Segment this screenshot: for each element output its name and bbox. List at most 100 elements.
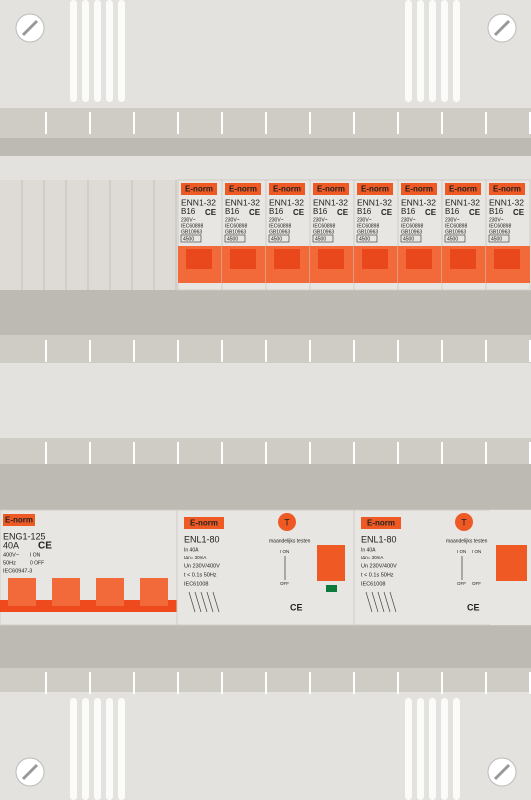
standard: IEC60898 xyxy=(181,223,203,229)
vent xyxy=(405,698,412,800)
ce-mark: CE xyxy=(467,602,480,612)
standard: GB10963 xyxy=(269,229,290,235)
isolator-pole[interactable] xyxy=(52,578,80,606)
mcb-handle[interactable] xyxy=(406,249,432,269)
vent xyxy=(417,698,424,800)
screw-slot xyxy=(21,763,39,781)
isolator-strip xyxy=(0,600,177,612)
vent xyxy=(106,0,113,102)
rail-notch xyxy=(221,672,223,694)
rail-notch xyxy=(441,112,443,134)
brand-text: E-norm xyxy=(405,185,433,194)
isolator-pole[interactable] xyxy=(8,578,36,606)
rating: B16 xyxy=(269,207,284,216)
wiring xyxy=(188,591,196,613)
rail-notch xyxy=(309,112,311,134)
partial-orange[interactable] xyxy=(496,545,527,581)
rail-notch xyxy=(265,112,267,134)
rail-notch xyxy=(133,340,135,362)
rail-notch xyxy=(529,340,531,362)
rcd-body xyxy=(176,509,355,626)
wiring xyxy=(194,591,202,613)
vent xyxy=(405,0,412,102)
vent xyxy=(429,0,436,102)
ce-mark: CE xyxy=(337,208,349,217)
brand-label xyxy=(181,183,217,195)
voltage: 230V~ xyxy=(313,217,328,223)
rail-notch xyxy=(529,672,531,694)
wiring xyxy=(371,591,379,613)
vent xyxy=(417,0,424,102)
rating: B16 xyxy=(357,207,372,216)
rail-notch xyxy=(177,340,179,362)
brand-label xyxy=(445,183,481,195)
standard: IEC61008 xyxy=(184,581,208,587)
vent xyxy=(453,0,460,102)
brand-text: E-norm xyxy=(185,185,213,194)
voltage: 230V~ xyxy=(445,217,460,223)
screw-slot xyxy=(493,19,511,37)
capacity: 4500 xyxy=(315,236,326,242)
standard: GB10963 xyxy=(357,229,378,235)
frequency: 50Hz xyxy=(3,560,16,566)
mcb-handle[interactable] xyxy=(318,249,344,269)
mcb-handle[interactable] xyxy=(274,249,300,269)
rail-notch xyxy=(45,442,47,464)
vent xyxy=(70,698,77,800)
rail-notch xyxy=(309,340,311,362)
rail-notch xyxy=(485,340,487,362)
capacity-box xyxy=(268,234,290,243)
capacity: 4500 xyxy=(227,236,238,242)
standard: IEC60898 xyxy=(445,223,467,229)
standard: IEC60898 xyxy=(401,223,423,229)
voltage: 230V~ xyxy=(181,217,196,223)
standard: GB10963 xyxy=(181,229,202,235)
rail-notch xyxy=(529,442,531,464)
vent xyxy=(82,0,89,102)
screw-slot xyxy=(493,763,511,781)
rail-notch xyxy=(45,112,47,134)
mcb-handle[interactable] xyxy=(186,249,212,269)
mcb-handle[interactable] xyxy=(362,249,388,269)
brand-text: E-norm xyxy=(5,516,33,525)
rating: B16 xyxy=(445,207,460,216)
capacity-box xyxy=(488,234,510,243)
isolator-pole[interactable] xyxy=(140,578,168,606)
capacity: 4500 xyxy=(183,236,194,242)
rail-notch xyxy=(309,672,311,694)
rail-notch xyxy=(353,112,355,134)
rail-notch xyxy=(353,340,355,362)
standard: IEC60898 xyxy=(313,223,335,229)
wiring xyxy=(365,591,373,613)
mcb-handle[interactable] xyxy=(450,249,476,269)
ce-mark: CE xyxy=(38,541,52,552)
on-label: I ON xyxy=(280,549,289,554)
mcb-handle[interactable] xyxy=(494,249,520,269)
mcb-handle[interactable] xyxy=(230,249,256,269)
rcd-orange[interactable] xyxy=(317,545,345,581)
isolator-pole[interactable] xyxy=(96,578,124,606)
rail-dark xyxy=(0,138,531,156)
rail-notch xyxy=(133,112,135,134)
ce-mark: CE xyxy=(290,602,303,612)
rail-notch xyxy=(309,442,311,464)
model: ENN1-32 xyxy=(269,197,304,207)
wiring xyxy=(389,591,397,613)
voltage: 230V~ xyxy=(401,217,416,223)
capacity: 4500 xyxy=(491,236,502,242)
standard: GB10963 xyxy=(401,229,422,235)
vent xyxy=(453,698,460,800)
voltage: 230V~ xyxy=(225,217,240,223)
standard: IEC60898 xyxy=(225,223,247,229)
brand-label xyxy=(357,183,393,195)
rail-notch xyxy=(441,672,443,694)
test-button[interactable] xyxy=(455,513,473,531)
model: ENN1-32 xyxy=(445,197,480,207)
standard: IEC60898 xyxy=(489,223,511,229)
off-label: OFF xyxy=(280,581,289,586)
test-button[interactable] xyxy=(278,513,296,531)
rail-notch xyxy=(353,442,355,464)
standard: GB10963 xyxy=(225,229,246,235)
model: ENN1-32 xyxy=(489,197,524,207)
